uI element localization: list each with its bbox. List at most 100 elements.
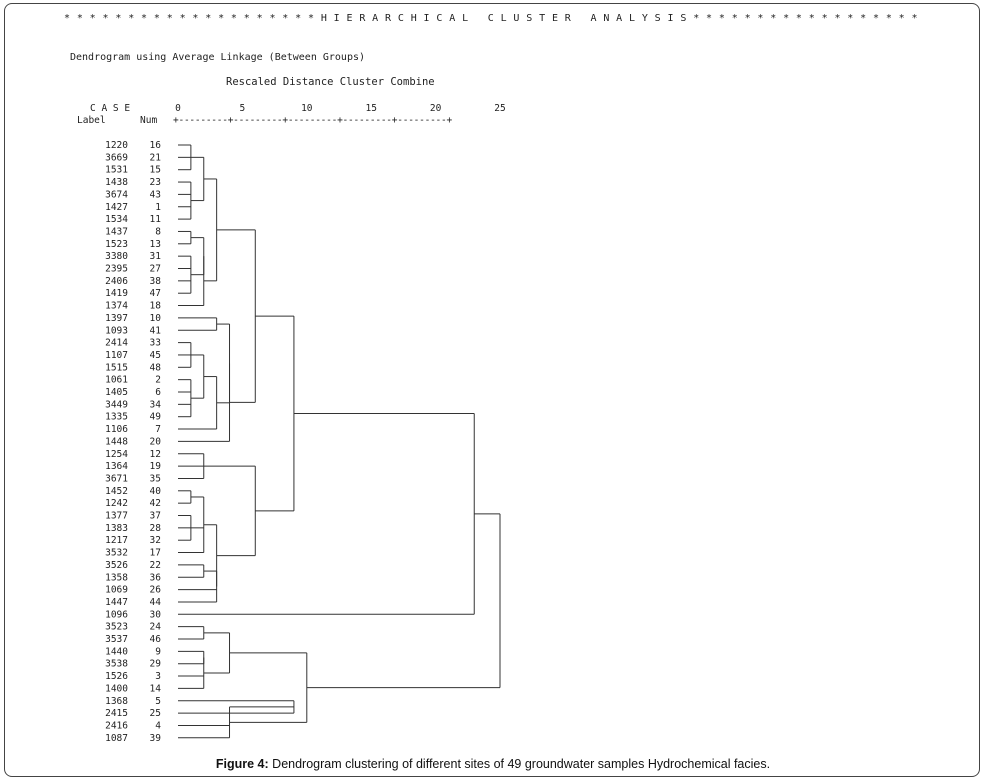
leaf-label: 1526 — [105, 671, 128, 682]
leaf-num: 17 — [150, 548, 161, 559]
leaf-label: 1523 — [105, 239, 128, 250]
leaf-num: 49 — [150, 412, 162, 423]
caption-text: Dendrogram clustering of different sites… — [268, 757, 771, 771]
leaf-num: 28 — [150, 523, 162, 534]
leaf-label: 1377 — [105, 511, 128, 522]
case-column-header: C A S E — [90, 103, 130, 114]
leaf-num: 27 — [150, 264, 161, 275]
leaf-num: 10 — [150, 313, 162, 324]
leaf-label: 2395 — [105, 264, 128, 275]
caption-prefix: Figure 4: — [215, 757, 269, 771]
leaf-label: 3674 — [105, 189, 128, 200]
leaf-label: 1438 — [105, 177, 128, 188]
scale-title: Rescaled Distance Cluster Combine — [226, 76, 435, 88]
leaf-label: 3380 — [105, 251, 128, 262]
leaf-num: 2 — [155, 375, 161, 386]
axis-tick-label: 25 — [494, 103, 505, 114]
leaf-label: 1400 — [105, 683, 128, 694]
leaf-label: 1254 — [105, 449, 128, 460]
leaf-num: 38 — [150, 276, 162, 287]
leaf-num: 21 — [150, 152, 162, 163]
leaf-num: 12 — [150, 449, 161, 460]
leaf-label: 1448 — [105, 436, 128, 447]
leaf-label: 3669 — [105, 152, 128, 163]
axis-tick-label: 0 — [175, 103, 181, 114]
leaf-label: 3537 — [105, 634, 128, 645]
leaf-label: 1106 — [105, 424, 128, 435]
leaf-label: 1427 — [105, 202, 128, 213]
leaf-label: 3671 — [105, 473, 128, 484]
leaf-label: 1096 — [105, 609, 128, 620]
leaf-num: 34 — [150, 399, 162, 410]
leaf-label: 1447 — [105, 597, 128, 608]
leaf-num: 15 — [150, 165, 161, 176]
leaf-label: 1107 — [105, 350, 128, 361]
leaf-label: 1405 — [105, 387, 128, 398]
leaf-label: 2406 — [105, 276, 128, 287]
leaf-num: 18 — [150, 301, 162, 312]
leaf-label: 1217 — [105, 535, 128, 546]
leaf-num: 44 — [150, 597, 162, 608]
leaf-num: 5 — [155, 696, 161, 707]
leaf-num: 31 — [150, 251, 162, 262]
leaf-label: 3523 — [105, 622, 128, 633]
axis-rule: +---------+---------+---------+---------… — [173, 115, 452, 126]
leaf-num: 25 — [150, 708, 161, 719]
leaf-num: 40 — [150, 486, 162, 497]
leaf-num: 3 — [155, 671, 161, 682]
leaf-num: 48 — [150, 362, 162, 373]
leaf-num: 36 — [150, 572, 162, 583]
leaf-num: 45 — [150, 350, 161, 361]
axis-tick-label: 10 — [301, 103, 313, 114]
leaf-num: 16 — [150, 140, 162, 151]
figure-caption: Figure 4: Dendrogram clustering of diffe… — [0, 757, 986, 771]
num-column-header: Num — [140, 115, 157, 126]
leaf-num: 9 — [155, 646, 161, 657]
leaf-label: 1220 — [105, 140, 128, 151]
leaf-label: 1364 — [105, 461, 128, 472]
label-column-header: Label — [77, 115, 106, 126]
leaf-num: 33 — [150, 338, 161, 349]
leaf-label: 1061 — [105, 375, 128, 386]
leaf-label: 1242 — [105, 498, 128, 509]
leaf-num: 37 — [150, 511, 161, 522]
leaf-label: 1335 — [105, 412, 128, 423]
leaf-num: 6 — [155, 387, 161, 398]
leaf-num: 39 — [150, 733, 162, 744]
leaf-label: 1437 — [105, 226, 128, 237]
leaf-num: 29 — [150, 659, 162, 670]
leaf-label: 3532 — [105, 548, 128, 559]
leaf-label: 1534 — [105, 214, 128, 225]
leaf-num: 4 — [155, 720, 161, 731]
leaf-label: 3449 — [105, 399, 128, 410]
dendrogram-links — [178, 144, 501, 739]
leaf-num: 1 — [155, 202, 161, 213]
leaf-num: 26 — [150, 585, 162, 596]
leaf-num: 19 — [150, 461, 162, 472]
leaf-num: 32 — [150, 535, 161, 546]
axis-tick-label: 20 — [430, 103, 442, 114]
leaf-num: 41 — [150, 325, 162, 336]
leaf-num: 14 — [150, 683, 162, 694]
axis-tick-label: 15 — [365, 103, 376, 114]
dendrogram-subtitle: Dendrogram using Average Linkage (Betwee… — [70, 52, 366, 63]
leaf-label: 1452 — [105, 486, 128, 497]
leaf-label: 1093 — [105, 325, 128, 336]
leaf-label: 1440 — [105, 646, 128, 657]
analysis-header: * * * * * * * * * * * * * * * * * * * * … — [64, 13, 918, 24]
leaf-label: 1515 — [105, 362, 128, 373]
axis-ticks: 0 5 10 15 20 25 — [175, 103, 506, 114]
leaf-num: 24 — [150, 622, 162, 633]
leaf-label: 1374 — [105, 301, 128, 312]
axis-tick-label: 5 — [240, 103, 246, 114]
leaf-label: 2414 — [105, 338, 128, 349]
leaf-label: 3538 — [105, 659, 128, 670]
leaf-num: 8 — [155, 226, 161, 237]
leaf-label: 3526 — [105, 560, 128, 571]
leaf-num: 13 — [150, 239, 161, 250]
leaf-label: 1419 — [105, 288, 128, 299]
leaf-num: 20 — [150, 436, 162, 447]
leaf-label: 1383 — [105, 523, 128, 534]
